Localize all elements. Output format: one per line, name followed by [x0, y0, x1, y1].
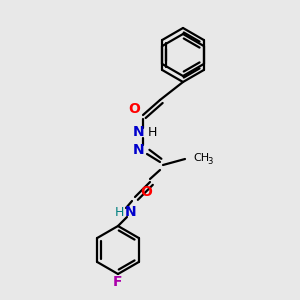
Text: O: O	[140, 185, 152, 199]
Text: N: N	[133, 143, 145, 157]
Text: H: H	[114, 206, 124, 218]
Text: H: H	[147, 127, 157, 140]
Text: F: F	[113, 275, 123, 289]
Text: O: O	[128, 102, 140, 116]
Text: 3: 3	[207, 158, 212, 166]
Text: N: N	[125, 205, 137, 219]
Text: N: N	[133, 125, 145, 139]
Text: CH: CH	[193, 153, 209, 163]
